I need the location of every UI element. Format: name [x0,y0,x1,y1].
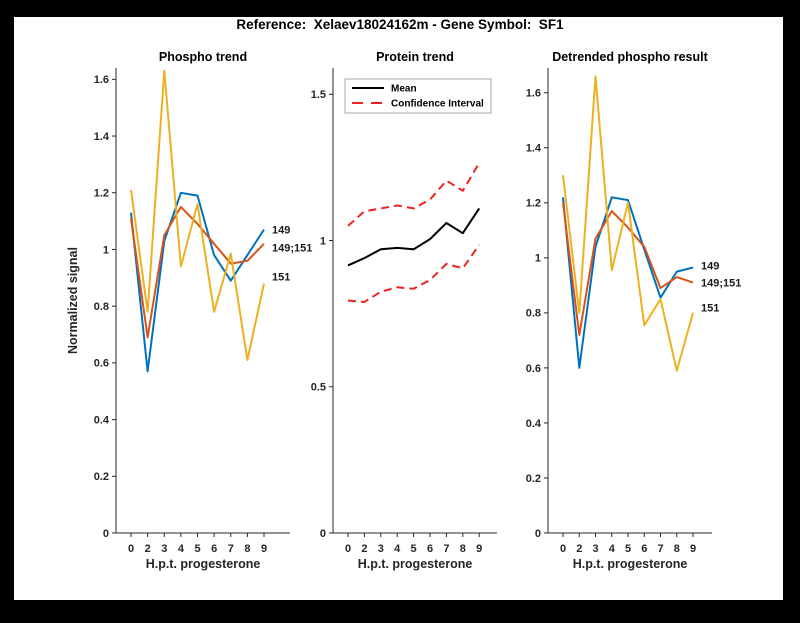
y-axis-label: Normalized signal [66,247,80,354]
subplot-3: 00.20.40.60.811.21.41.60 2 3 4 5 6 7 8 9Detrende… [526,50,742,571]
y-tick-label: 0.4 [94,414,110,426]
series-line-CI-lower [347,244,481,303]
subplot-title: Detrended phospho result [552,50,708,64]
x-tick-label: 3 [161,543,167,555]
y-tick-label: 1.5 [311,89,326,101]
series-end-label: 151 [701,303,719,315]
x-tick-label: 2 [145,543,151,555]
x-tick-label: 8 [674,543,680,555]
y-tick-label: 1 [320,235,326,247]
figure-title: Reference: Xelaev18024162m - Gene Symbol… [236,17,564,32]
x-tick-label: 9 [690,543,696,555]
y-tick-label: 1 [535,253,541,265]
y-tick-label: 1.6 [526,88,541,100]
series-end-label: 149;151 [272,243,312,255]
y-tick-label: 0.5 [311,382,326,394]
y-tick-label: 0 [103,528,109,540]
x-tick-label: 7 [443,543,449,555]
x-tick-label: 7 [657,543,663,555]
x-tick-label: 6 [641,543,647,555]
x-tick-label: 4 [178,543,185,555]
x-tick-label: 2 [361,543,367,555]
x-axis-label: H.p.t. progesterone [358,557,473,571]
series-end-label: 149;151 [701,277,741,289]
y-tick-label: 0.2 [526,473,541,485]
y-tick-label: 1 [103,244,109,256]
x-tick-label: 3 [378,543,384,555]
x-tick-label: 0 [345,543,351,555]
x-tick-label: 8 [244,543,250,555]
y-tick-label: 0.6 [94,358,109,370]
y-tick-label: 0.8 [94,301,109,313]
series-end-label: 151 [272,271,290,283]
series-line-149-151 [130,205,265,339]
x-tick-label: 3 [592,543,598,555]
legend: Mean Confidence Interval [344,78,492,114]
y-tick-label: 0 [535,528,541,540]
y-tick-label: 0.2 [94,471,109,483]
x-tick-label: 0 [128,543,134,555]
y-tick-label: 1.4 [526,143,542,155]
legend-box [344,78,492,114]
legend-label: Mean [391,84,417,95]
y-tick-label: 0.8 [526,308,541,320]
x-tick-label: 5 [194,543,200,555]
series-line-151 [562,75,694,372]
y-tick-label: 1.4 [94,131,110,143]
y-tick-label: 1.2 [526,198,541,210]
x-axis-label: H.p.t. progesterone [573,557,688,571]
x-tick-label: 8 [460,543,466,555]
x-tick-label: 6 [211,543,217,555]
x-tick-label: 5 [625,543,631,555]
subplot-1: 00.20.40.60.811.21.41.60 2 3 4 5 6 7 8 9Phospho … [66,50,312,571]
y-tick-label: 1.6 [94,74,109,86]
series-line-149 [130,191,265,373]
x-axis-label: H.p.t. progesterone [146,557,261,571]
x-tick-label: 6 [427,543,433,555]
x-tick-label: 4 [394,543,401,555]
series-end-label: 149 [701,260,719,272]
series-line-151 [130,69,265,361]
legend-label: Confidence Interval [391,99,484,110]
series-line-Mean [347,207,481,267]
x-tick-label: 5 [411,543,417,555]
y-tick-label: 0.6 [526,363,541,375]
series-line-149-151 [562,202,694,336]
subplot-title: Protein trend [376,50,454,64]
series-end-label: 149 [272,224,290,236]
subplot-group: 00.20.40.60.811.21.41.60 2 3 4 5 6 7 8 9Phospho … [66,50,741,571]
x-tick-label: 9 [476,543,482,555]
subplot-title: Phospho trend [159,50,247,64]
y-tick-label: 0.4 [526,418,542,430]
x-tick-label: 7 [228,543,234,555]
x-tick-label: 4 [609,543,616,555]
x-tick-label: 0 [560,543,566,555]
y-tick-label: 0 [320,528,326,540]
x-tick-label: 2 [576,543,582,555]
series-line-CI-upper [347,162,481,227]
x-tick-label: 9 [261,543,267,555]
y-tick-label: 1.2 [94,188,109,200]
